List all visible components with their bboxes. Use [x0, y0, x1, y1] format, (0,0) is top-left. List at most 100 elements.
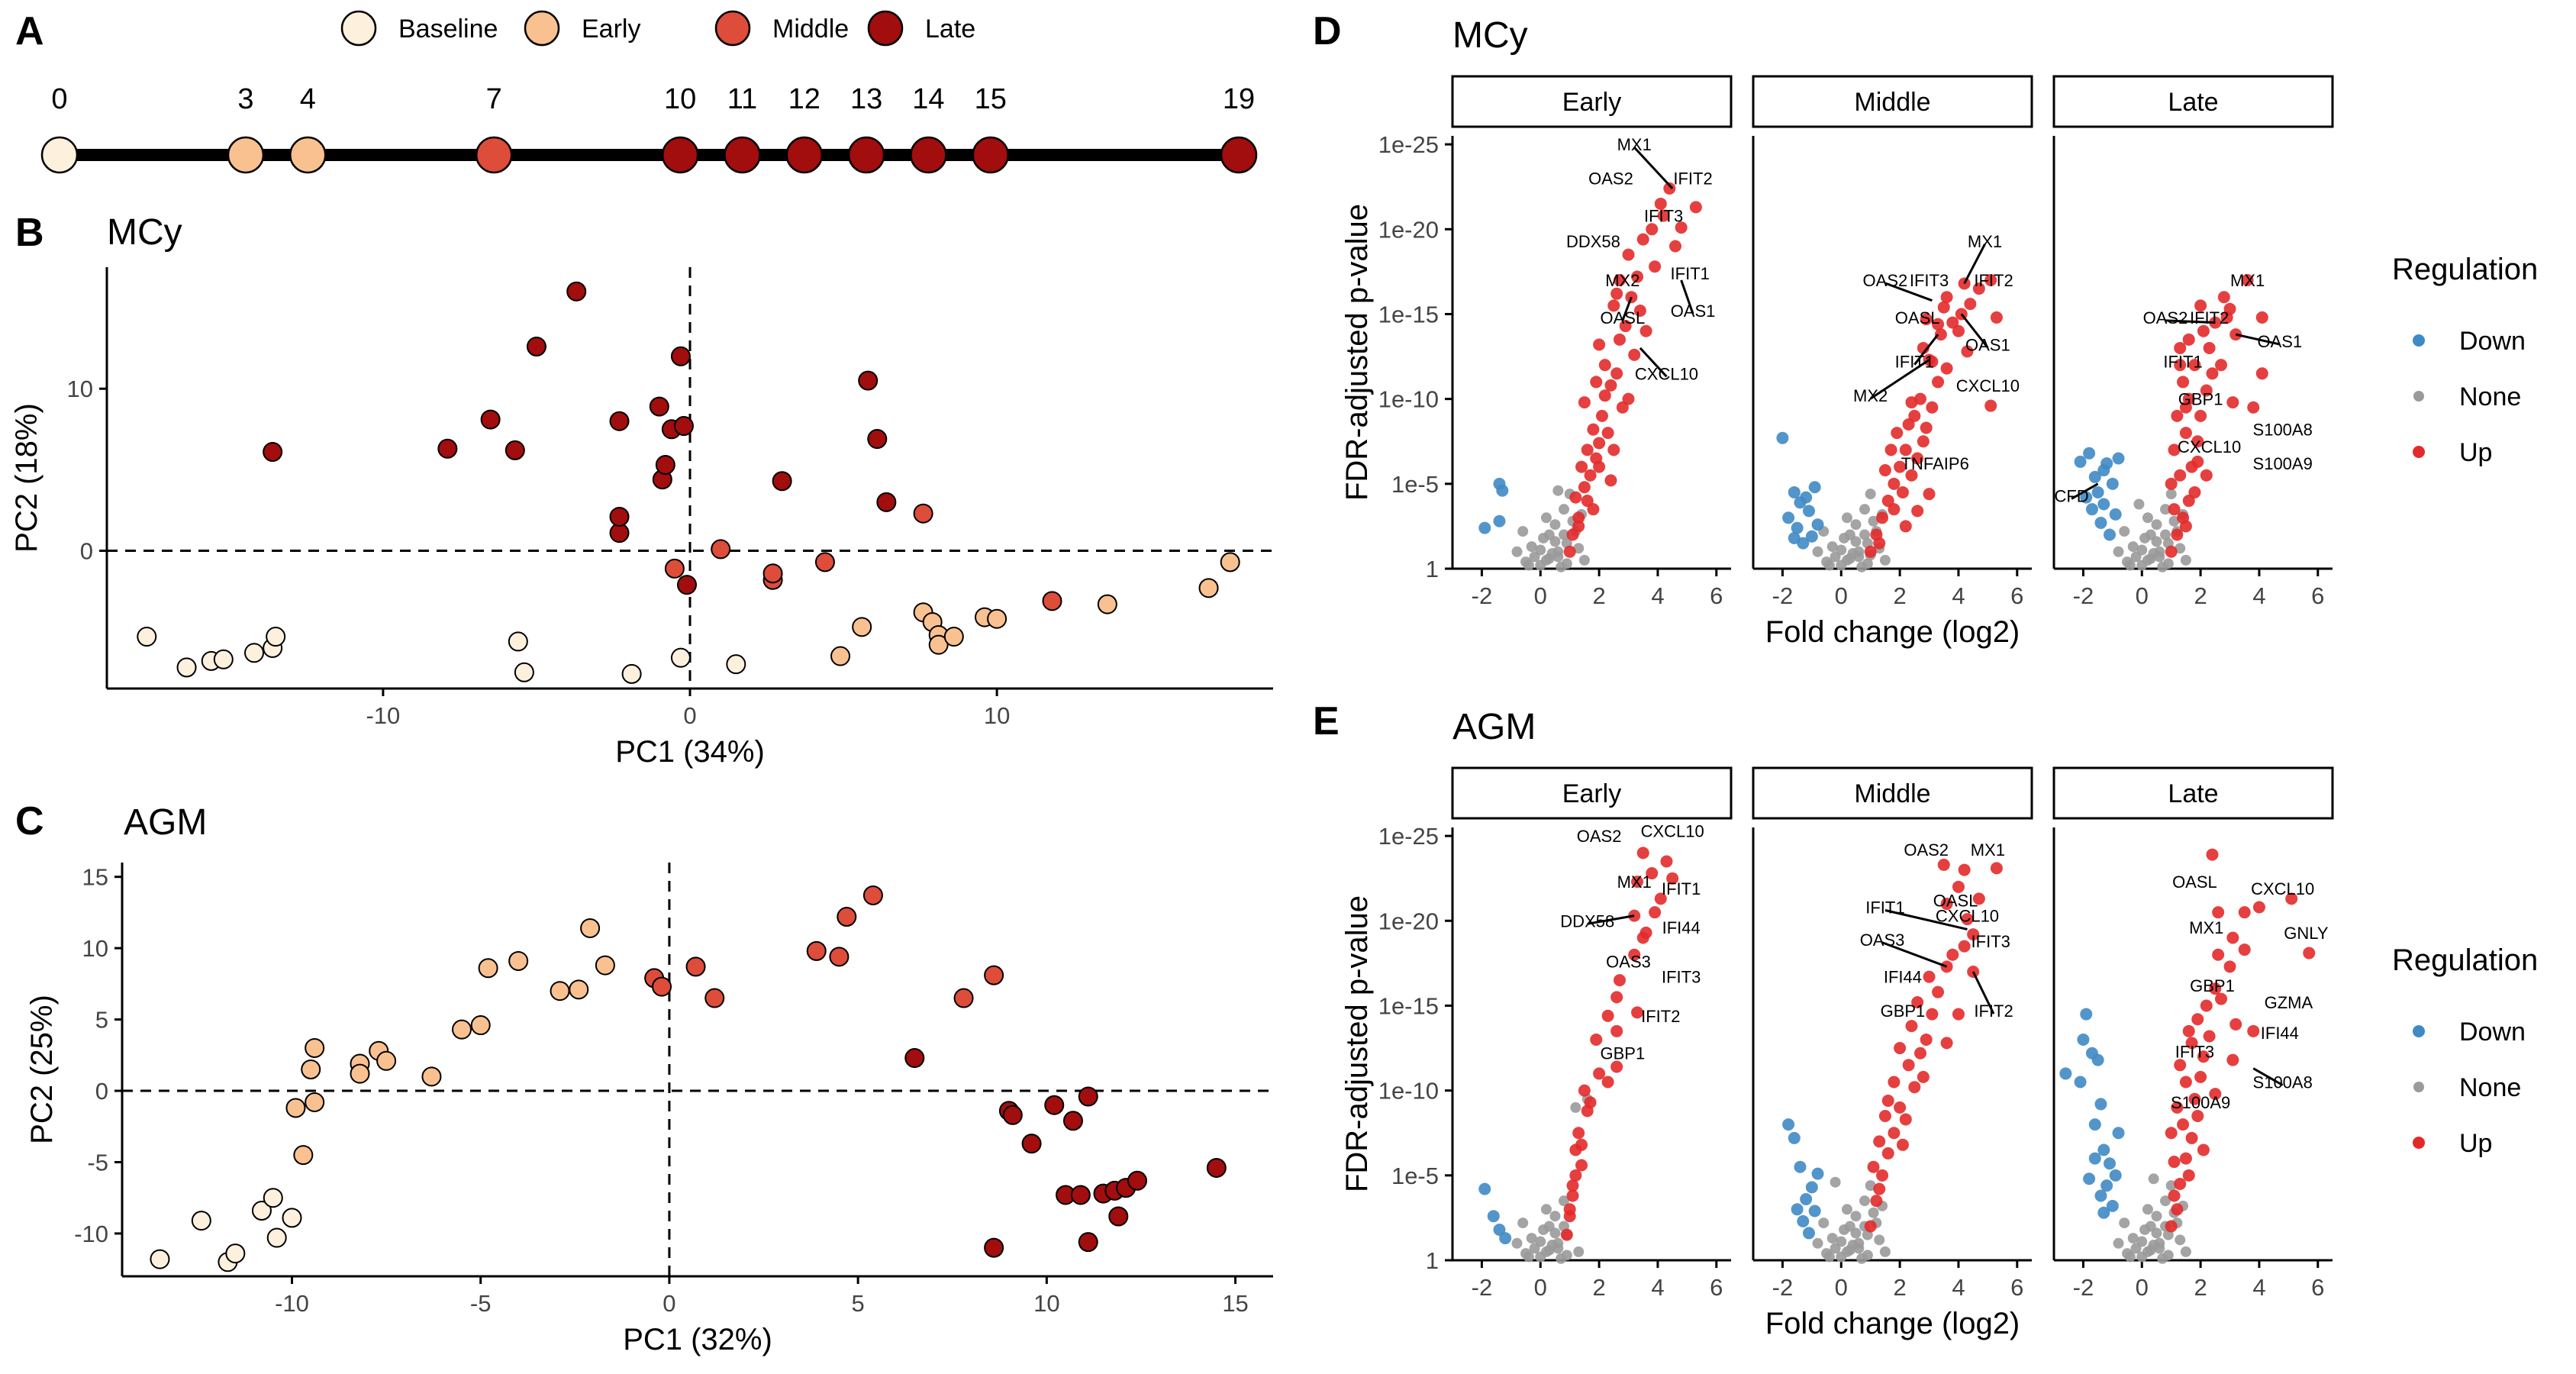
pca-point — [244, 643, 265, 663]
x-tick-label: 15 — [1222, 1290, 1248, 1317]
pca-point — [655, 455, 675, 476]
volcano-point-up — [1932, 318, 1945, 331]
volcano-point-up — [2174, 469, 2187, 482]
volcano-point-down — [1805, 1181, 1818, 1194]
gene-label: IFIT3 — [1662, 968, 1701, 987]
x-tick-label: 6 — [2311, 582, 2324, 609]
volcano-point-up — [2238, 906, 2251, 919]
x-tick-label: 2 — [1592, 582, 1605, 609]
volcano-point-down — [2074, 455, 2087, 468]
volcano-point-up — [1566, 1189, 1579, 1202]
gene-label: OAS2 — [1904, 840, 1949, 860]
y-tick-label: -5 — [87, 1149, 108, 1176]
volcano-point-up — [1864, 1220, 1877, 1233]
volcano-point-up — [2179, 401, 2192, 414]
volcano-point-none — [1818, 1218, 1830, 1229]
gene-label: IFIT2 — [1673, 169, 1712, 189]
volcano-point-up — [2174, 359, 2187, 372]
gene-label: CXCL10 — [1635, 364, 1698, 383]
volcano-point-none — [1552, 1243, 1564, 1254]
volcano-point-up — [1584, 469, 1597, 482]
volcano-point-up — [1587, 423, 1600, 436]
pca-point — [191, 1211, 211, 1231]
pca-point — [285, 1098, 306, 1118]
volcano-point-up — [1881, 1094, 1894, 1107]
volcano-point-up — [1878, 1110, 1891, 1122]
volcano-point-none — [1559, 1195, 1569, 1207]
volcano-point-up — [1990, 311, 2003, 324]
pca-point — [301, 1060, 321, 1079]
gene-label: CXCL10 — [2178, 437, 2241, 456]
volcano-point-up — [1649, 906, 1662, 919]
y-axis-label: PC2 (18%) — [10, 403, 44, 553]
x-tick-label: 4 — [2252, 1274, 2265, 1301]
volcano-point-up — [1593, 1067, 1606, 1080]
gene-label-leader — [1963, 244, 1986, 285]
gene-label: MX1 — [2189, 918, 2223, 937]
volcano-point-up — [1896, 485, 1909, 498]
volcano-point-up — [1578, 481, 1591, 494]
volcano-point-up — [1920, 421, 1933, 434]
volcano-point-up — [2203, 1030, 2216, 1043]
pca-point — [251, 1201, 272, 1221]
volcano-point-up — [1894, 1042, 1907, 1055]
volcano-point-none — [1874, 1234, 1885, 1246]
regulation-key-up — [2413, 1137, 2425, 1149]
volcano-point-down — [1782, 1118, 1795, 1131]
volcano-point-up — [2303, 947, 2316, 960]
volcano-point-none — [1841, 1204, 1852, 1215]
volcano-point-up — [1867, 1160, 1880, 1173]
gene-label-leader — [1884, 909, 1968, 931]
x-tick-label: 0 — [2136, 1274, 2149, 1301]
pca-point — [876, 492, 897, 512]
volcano-point-up — [1654, 892, 1667, 905]
pca-title: MCy — [107, 212, 182, 253]
volcano-point-none — [2133, 498, 2145, 510]
volcano-point-up — [2168, 503, 2181, 516]
volcano-point-none — [1540, 1246, 1552, 1257]
volcano-point-up — [2223, 302, 2236, 315]
volcano-point-down — [2112, 1127, 2125, 1140]
pca-point — [478, 958, 498, 979]
pca-point — [595, 955, 615, 976]
volcano-point-up — [1636, 233, 1649, 246]
volcano-point-up — [1905, 1020, 1918, 1033]
volcano-point-up — [1914, 1047, 1926, 1060]
volcano-point-none — [2160, 504, 2171, 515]
volcano-point-up — [1984, 399, 1997, 412]
legend-label-late: Late — [925, 15, 975, 44]
volcano-point-none — [2151, 1227, 2162, 1239]
volcano-point-none — [2142, 554, 2153, 566]
volcano-point-none — [2136, 1236, 2148, 1247]
volcano-point-down — [2094, 1189, 2107, 1202]
volcano-point-up — [2191, 1110, 2204, 1122]
pca-title: AGM — [124, 802, 207, 843]
pca-point — [673, 416, 694, 437]
volcano-point-up — [2212, 948, 2225, 961]
gene-label: GBP1 — [2178, 390, 2223, 409]
volcano-point-none — [1523, 1251, 1534, 1263]
volcano-title: AGM — [1452, 707, 1536, 747]
volcano-point-up — [2179, 1076, 2192, 1089]
pca-point — [984, 1237, 1004, 1258]
pca-point — [305, 1092, 325, 1112]
volcano-point-up — [2168, 1156, 2181, 1169]
volcano-point-up — [1581, 495, 1594, 508]
x-tick-label: 0 — [2136, 582, 2149, 609]
legend-key-early — [524, 10, 560, 47]
pca-point — [1062, 1111, 1083, 1131]
volcano-point-up — [2191, 435, 2204, 448]
pca-point — [1127, 1170, 1148, 1191]
pca-point — [176, 657, 197, 678]
volcano-point-up — [1908, 1081, 1921, 1094]
pca-point — [1108, 1206, 1129, 1227]
gene-label-leader — [2235, 333, 2281, 346]
facet-strip — [1451, 766, 1733, 820]
facet-strip-label: Middle — [1854, 779, 1930, 808]
regulation-legend-title: Regulation — [2392, 943, 2538, 977]
volcano-point-none — [1879, 554, 1891, 566]
volcano-point-up — [1646, 223, 1659, 236]
volcano-point-up — [2179, 1152, 2192, 1165]
facet-strip-label: Early — [1562, 779, 1621, 808]
volcano-point-up — [1593, 437, 1606, 450]
